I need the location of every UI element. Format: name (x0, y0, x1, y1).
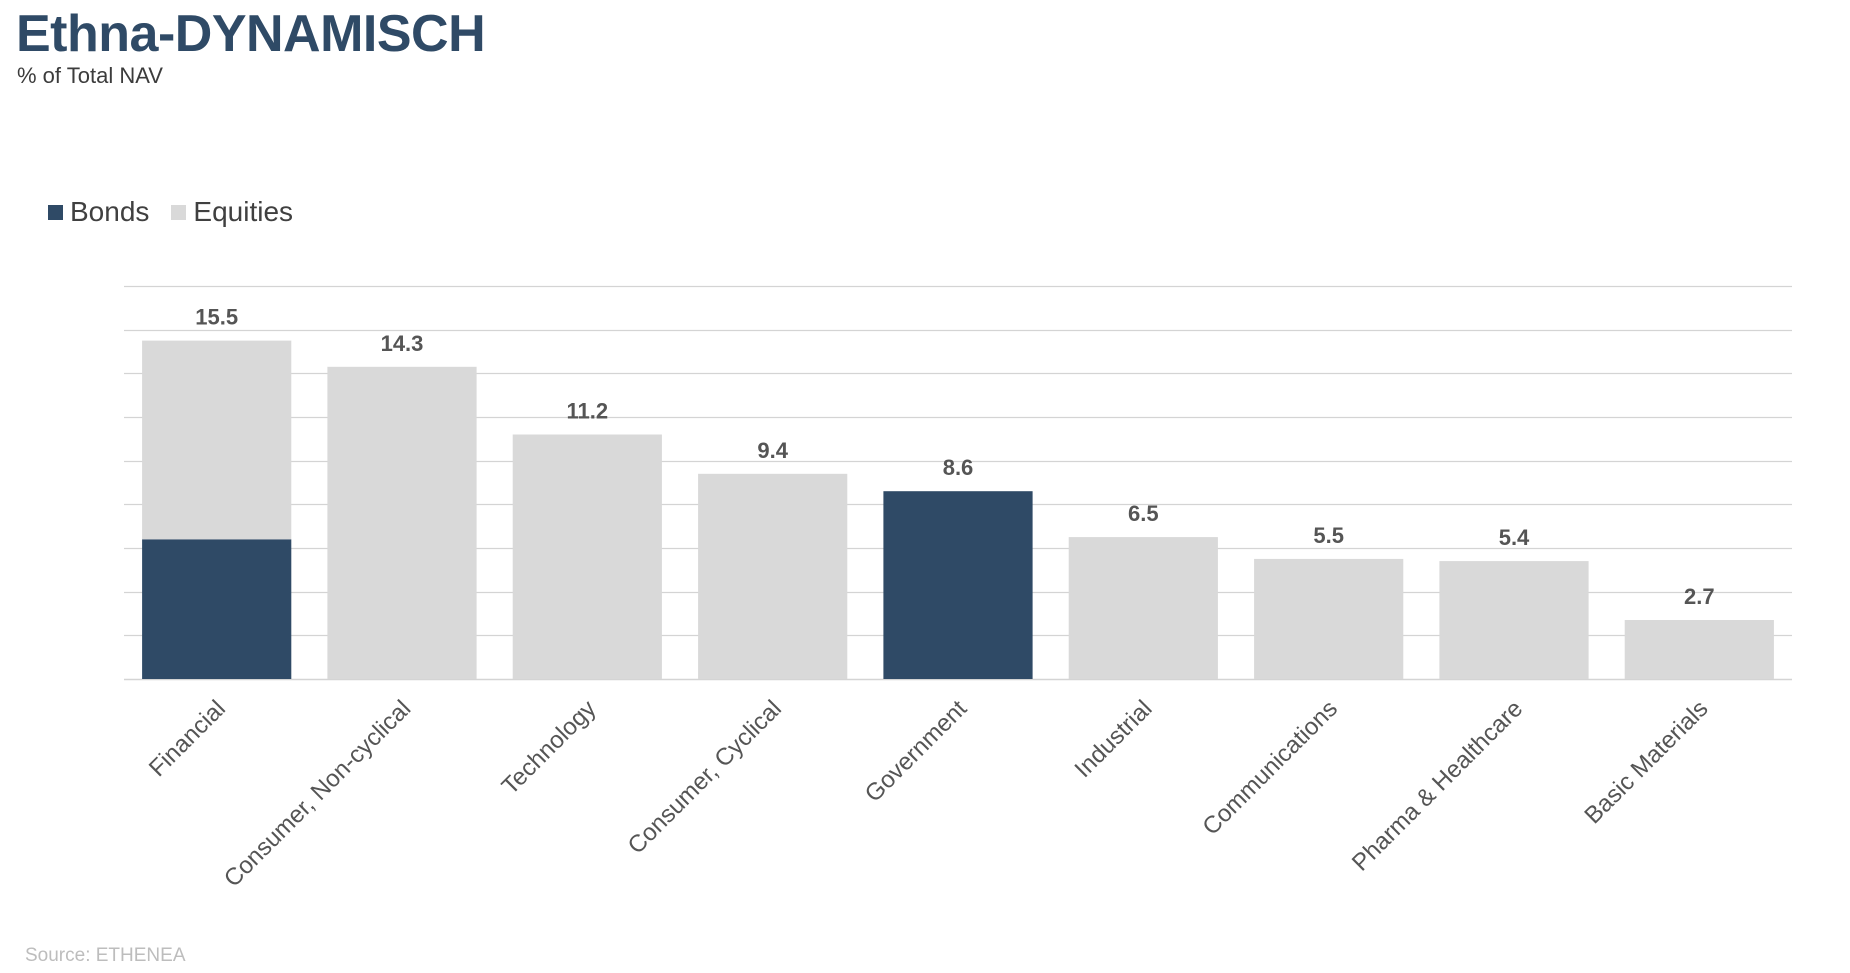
x-tick-label: Financial (144, 695, 231, 782)
bar-equities-9 (1624, 620, 1774, 679)
chart-title: Ethna-DYNAMISCH (16, 5, 486, 63)
data-label: 2.7 (1684, 584, 1715, 609)
bar-equities-1 (142, 340, 292, 540)
data-label: 6.5 (1128, 501, 1159, 526)
data-label: 8.6 (943, 455, 974, 480)
data-label: 5.5 (1313, 523, 1344, 548)
data-label: 5.4 (1499, 525, 1530, 550)
x-tick-label: Technology (497, 695, 602, 800)
x-tick-label: Basic Materials (1579, 695, 1713, 829)
legend: Bonds Equities (48, 196, 315, 228)
bar-equities-2 (327, 366, 477, 679)
x-tick-label: Pharma & Healthcare (1347, 695, 1528, 876)
bar-equities-8 (1439, 561, 1589, 679)
x-tick-label: Industrial (1070, 695, 1158, 783)
bar-equities-7 (1254, 558, 1404, 679)
chart-subtitle: % of Total NAV (17, 63, 163, 88)
bar-equities-3 (512, 434, 662, 679)
data-label: 11.2 (566, 399, 608, 424)
legend-label-equities: Equities (193, 196, 294, 227)
legend-item-bonds: Bonds (48, 196, 149, 228)
source-note: Source: ETHENEA (25, 945, 186, 966)
bar-bonds-5 (883, 491, 1033, 679)
legend-label-bonds: Bonds (70, 196, 150, 227)
bar-bonds-1 (142, 539, 292, 679)
legend-item-equities: Equities (171, 196, 293, 228)
data-label: 9.4 (757, 438, 788, 463)
x-tick-label: Government (860, 695, 973, 808)
legend-swatch-bonds (48, 204, 63, 220)
bar-equities-4 (698, 473, 848, 679)
data-label: 14.3 (381, 331, 424, 356)
x-tick-label: Communications (1197, 695, 1342, 840)
x-tick-label: Consumer, Cyclical (623, 695, 787, 859)
data-label: 15.5 (195, 305, 238, 330)
x-tick-label: Consumer, Non-cyclical (219, 695, 416, 892)
legend-swatch-equities (171, 204, 187, 220)
bar-equities-6 (1068, 537, 1218, 679)
